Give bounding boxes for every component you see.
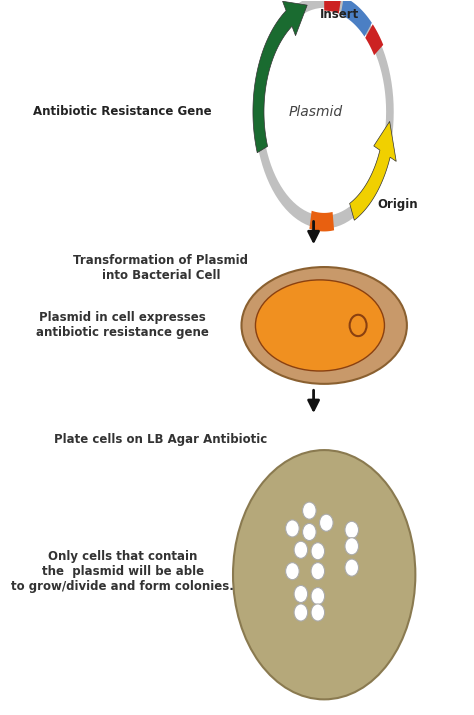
Text: Transformation of Plasmid
into Bacterial Cell: Transformation of Plasmid into Bacterial…	[73, 255, 248, 282]
Text: Plasmid: Plasmid	[289, 105, 343, 119]
Ellipse shape	[345, 521, 358, 538]
Polygon shape	[365, 24, 383, 55]
Ellipse shape	[311, 604, 325, 621]
Text: Plate cells on LB Agar Antibiotic: Plate cells on LB Agar Antibiotic	[55, 433, 267, 446]
Ellipse shape	[286, 563, 299, 580]
Polygon shape	[324, 0, 341, 14]
Polygon shape	[255, 0, 394, 229]
Text: Only cells that contain
the  plasmid will be able
to grow/divide and form coloni: Only cells that contain the plasmid will…	[11, 550, 234, 593]
Text: Insert: Insert	[319, 9, 359, 21]
Polygon shape	[350, 122, 396, 220]
Ellipse shape	[311, 588, 325, 605]
Polygon shape	[310, 211, 334, 232]
Text: Plasmid in cell expresses
antibiotic resistance gene: Plasmid in cell expresses antibiotic res…	[36, 312, 209, 340]
Ellipse shape	[294, 541, 308, 558]
Polygon shape	[341, 0, 372, 36]
Text: Antibiotic Resistance Gene: Antibiotic Resistance Gene	[34, 105, 212, 118]
Ellipse shape	[255, 280, 384, 371]
Ellipse shape	[311, 563, 325, 580]
Polygon shape	[253, 1, 307, 153]
Ellipse shape	[286, 520, 299, 537]
Ellipse shape	[233, 450, 415, 699]
Ellipse shape	[302, 523, 316, 541]
Ellipse shape	[345, 559, 358, 576]
Ellipse shape	[241, 267, 407, 384]
Ellipse shape	[311, 543, 325, 560]
Ellipse shape	[302, 502, 316, 519]
Text: Origin: Origin	[377, 198, 418, 211]
Ellipse shape	[294, 586, 308, 603]
Ellipse shape	[345, 538, 358, 555]
Ellipse shape	[294, 604, 308, 621]
Ellipse shape	[319, 514, 333, 531]
